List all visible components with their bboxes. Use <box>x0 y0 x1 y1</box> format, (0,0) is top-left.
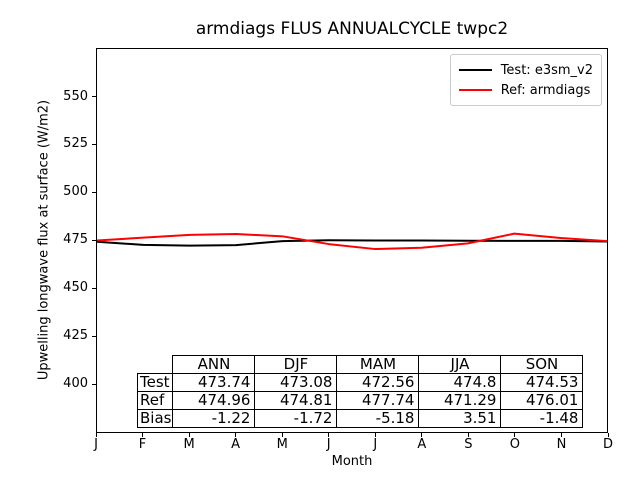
y-tick-mark <box>92 383 96 385</box>
table-cell: 474.96 <box>172 391 256 410</box>
legend-label-ref: Ref: armdiags <box>500 82 591 98</box>
y-tick-mark <box>92 239 96 241</box>
table-cell: 471.29 <box>418 391 502 410</box>
table-col-header-ann: ANN <box>172 355 256 374</box>
x-tick-mark <box>467 433 469 437</box>
y-tick-mark <box>92 96 96 97</box>
table-cell: 477.74 <box>336 391 420 410</box>
table-cell: 474.53 <box>500 373 584 392</box>
y-tick-label: 425 <box>63 328 88 344</box>
y-tick-mark <box>92 143 96 145</box>
table-cell: 473.74 <box>172 373 256 392</box>
y-tick-label: 450 <box>63 280 88 296</box>
x-tick-label: F <box>138 437 147 452</box>
table-cell: 474.81 <box>254 391 338 410</box>
table-row-ref: Ref 474.96 474.81 477.74 471.29 476.01 <box>136 391 584 410</box>
y-tick-label: 525 <box>63 136 88 152</box>
y-tick-label: 550 <box>63 88 88 104</box>
x-tick-label: N <box>556 437 567 452</box>
table-cell: -1.72 <box>254 409 338 428</box>
table-col-header-son: SON <box>500 355 584 374</box>
y-tick-mark <box>92 335 96 337</box>
table-cell: -1.48 <box>500 409 584 428</box>
x-tick-label: M <box>183 437 195 452</box>
x-tick-label: S <box>464 437 473 452</box>
x-tick-label: J <box>326 437 331 452</box>
table-cell: -5.18 <box>336 409 420 428</box>
table-row-label-bias: Bias <box>136 409 174 428</box>
x-tick-mark <box>281 433 283 437</box>
x-tick-mark <box>188 433 190 437</box>
legend: Test: e3sm_v2 Ref: armdiags <box>449 54 602 106</box>
table-row-bias: Bias -1.22 -1.72 -5.18 3.51 -1.48 <box>136 409 584 428</box>
x-tick-mark <box>328 433 330 437</box>
table-header-row: ANN DJF MAM JJA SON <box>138 355 584 374</box>
table-cell: 474.8 <box>418 373 502 392</box>
series-line-ref <box>97 232 607 251</box>
table-row-test: Test 473.74 473.08 472.56 474.8 474.53 <box>136 373 584 392</box>
x-tick-label: M <box>276 437 288 452</box>
legend-line-sample-ref <box>458 89 492 91</box>
x-tick-label: O <box>509 437 520 452</box>
stats-table: ANN DJF MAM JJA SON Test 473.74 473.08 4… <box>136 355 584 428</box>
legend-line-sample-test <box>458 69 492 71</box>
table-col-header-mam: MAM <box>336 355 420 374</box>
table-corner-cell <box>138 356 173 374</box>
x-tick-label: D <box>602 437 613 452</box>
x-tick-mark <box>421 433 423 437</box>
x-tick-mark <box>514 433 516 437</box>
x-tick-mark <box>95 433 97 437</box>
line-chart <box>97 232 607 251</box>
y-tick-mark <box>92 287 96 289</box>
legend-item-ref: Ref: armdiags <box>458 80 593 100</box>
x-axis-label: Month <box>331 454 373 469</box>
y-tick-label: 400 <box>63 376 88 392</box>
table-cell: -1.22 <box>172 409 256 428</box>
x-tick-mark <box>374 433 376 437</box>
y-tick-mark <box>92 191 96 193</box>
table-cell: 476.01 <box>500 391 584 410</box>
series-line-test <box>97 239 607 247</box>
table-row-label-ref: Ref <box>136 391 174 410</box>
x-tick-label: J <box>373 437 378 452</box>
x-tick-mark <box>607 433 609 437</box>
x-tick-label: A <box>231 437 241 452</box>
legend-label-test: Test: e3sm_v2 <box>500 62 593 78</box>
plot-area: Test: e3sm_v2 Ref: armdiags ANN DJF MAM … <box>96 48 608 433</box>
x-tick-mark <box>561 433 562 437</box>
y-tick-label: 500 <box>63 184 88 200</box>
chart-title: armdiags FLUS ANNUALCYCLE twpc2 <box>195 19 509 39</box>
y-tick-label: 475 <box>63 232 88 248</box>
table-col-header-jja: JJA <box>418 355 502 374</box>
table-row-label-test: Test <box>136 373 174 392</box>
x-tick-mark <box>142 433 143 437</box>
legend-item-test: Test: e3sm_v2 <box>458 60 593 80</box>
table-cell: 473.08 <box>254 373 338 392</box>
table-cell: 3.51 <box>418 409 502 428</box>
x-tick-label: A <box>417 437 427 452</box>
table-cell: 472.56 <box>336 373 420 392</box>
table-col-header-djf: DJF <box>254 355 338 374</box>
x-tick-mark <box>235 433 237 437</box>
x-tick-label: J <box>94 437 98 452</box>
